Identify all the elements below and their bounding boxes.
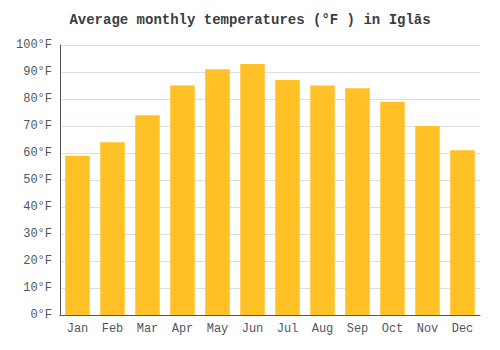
svg-text:60°F: 60°F xyxy=(23,146,52,160)
svg-text:Apr: Apr xyxy=(172,322,194,336)
svg-text:70°F: 70°F xyxy=(23,119,52,133)
svg-text:90°F: 90°F xyxy=(23,65,52,79)
svg-text:80°F: 80°F xyxy=(23,92,52,106)
svg-text:0°F: 0°F xyxy=(30,308,52,322)
svg-text:Nov: Nov xyxy=(417,322,439,336)
svg-text:30°F: 30°F xyxy=(23,227,52,241)
svg-text:Aug: Aug xyxy=(312,322,334,336)
svg-text:20°F: 20°F xyxy=(23,254,52,268)
svg-text:100°F: 100°F xyxy=(16,38,52,52)
svg-text:Feb: Feb xyxy=(102,322,124,336)
svg-text:Jan: Jan xyxy=(67,322,89,336)
svg-text:40°F: 40°F xyxy=(23,200,52,214)
svg-text:Jul: Jul xyxy=(277,322,299,336)
svg-text:Dec: Dec xyxy=(452,322,474,336)
svg-text:Sep: Sep xyxy=(347,322,369,336)
svg-text:10°F: 10°F xyxy=(23,281,52,295)
svg-text:Oct: Oct xyxy=(382,322,404,336)
svg-text:50°F: 50°F xyxy=(23,173,52,187)
svg-text:Mar: Mar xyxy=(137,322,159,336)
svg-text:Average monthly temperatures (: Average monthly temperatures (°F ) in Ig… xyxy=(69,12,430,28)
svg-text:May: May xyxy=(207,322,229,336)
svg-text:Jun: Jun xyxy=(242,322,264,336)
